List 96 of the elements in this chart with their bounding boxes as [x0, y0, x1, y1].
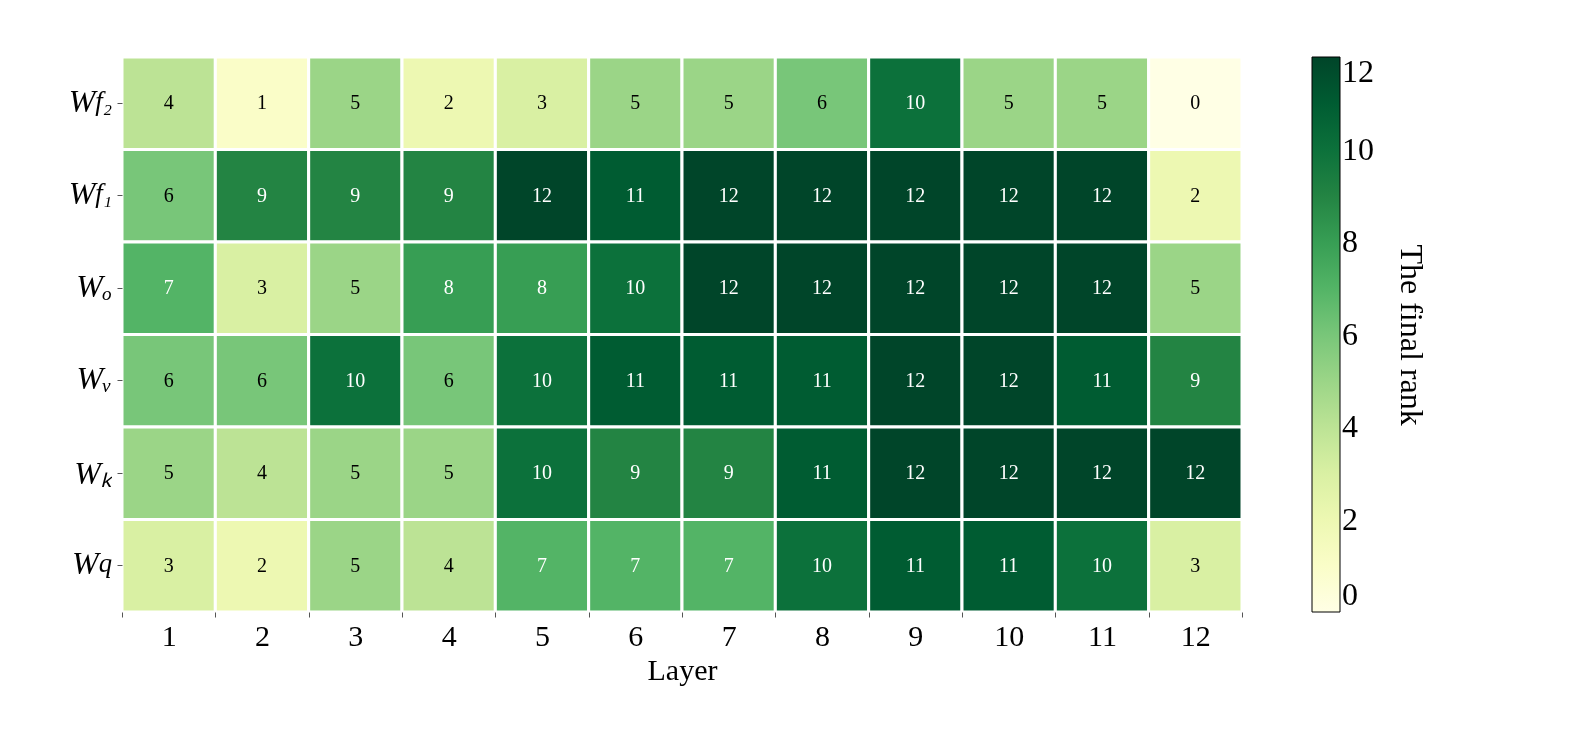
- data-label: 11: [812, 368, 832, 391]
- data-label: 6: [257, 368, 267, 391]
- x-tick-label: 12: [1180, 618, 1211, 652]
- color-bar-label: 4: [1342, 408, 1358, 444]
- data-label: 12: [998, 276, 1019, 299]
- x-tick-label: 3: [348, 618, 364, 652]
- data-label: 11: [625, 368, 645, 391]
- data-label: 10: [532, 461, 552, 484]
- data-label: 12: [998, 368, 1019, 391]
- color-bar-label: 12: [1342, 53, 1374, 89]
- data-label: 2: [443, 91, 454, 114]
- data-label: 12: [998, 461, 1019, 484]
- data-label: 5: [350, 553, 361, 576]
- data-label: 5: [350, 276, 361, 299]
- data-label: 7: [630, 553, 641, 576]
- x-tick-label: 1: [161, 618, 177, 652]
- data-label: 3: [163, 553, 174, 576]
- x-tick-label: 5: [535, 618, 550, 652]
- data-label: 10: [625, 276, 646, 299]
- data-label: 9: [443, 183, 454, 206]
- data-label: 12: [718, 276, 739, 299]
- data-label: 12: [905, 276, 926, 299]
- color-bar-label: 8: [1342, 223, 1358, 259]
- data-label: 1: [257, 91, 267, 114]
- data-label: 0: [1190, 91, 1201, 114]
- data-label: 2: [257, 553, 267, 576]
- data-label: 12: [998, 183, 1019, 206]
- data-label: 12: [905, 368, 926, 391]
- data-label: 4: [257, 461, 267, 484]
- color-bar-title: The final rank: [1394, 244, 1430, 426]
- data-label: 11: [999, 553, 1019, 576]
- data-label: 7: [537, 553, 547, 576]
- data-label: 8: [443, 276, 454, 299]
- data-label: 11: [1092, 368, 1112, 391]
- data-label: 11: [625, 183, 645, 206]
- color-bar-label: 0: [1342, 576, 1358, 612]
- data-label: 10: [532, 368, 552, 391]
- data-label: 11: [905, 553, 925, 576]
- x-tick-label: 10: [994, 618, 1025, 652]
- data-label: 5: [350, 91, 361, 114]
- data-label: 6: [163, 368, 174, 391]
- data-label: 4: [443, 553, 454, 576]
- data-label: 11: [719, 368, 739, 391]
- data-label: 5: [350, 461, 361, 484]
- y-tick-label: Wᵥ: [75, 359, 112, 399]
- data-label: 12: [905, 461, 926, 484]
- x-tick-label: 2: [255, 618, 270, 652]
- data-label: 3: [257, 276, 267, 299]
- x-tick-label: 6: [628, 618, 644, 652]
- data-label: 6: [163, 183, 174, 206]
- data-label: 5: [1190, 276, 1201, 299]
- data-label: 6: [443, 368, 454, 391]
- data-label: 5: [443, 461, 454, 484]
- color-bar-label: 10: [1342, 130, 1374, 167]
- data-label: 12: [1092, 461, 1112, 484]
- data-label: 12: [905, 183, 926, 206]
- data-label: 5: [723, 91, 734, 114]
- data-label: 10: [345, 368, 366, 391]
- data-label: 12: [532, 183, 552, 206]
- data-label: 8: [537, 276, 547, 299]
- x-tick-label: 4: [441, 618, 457, 652]
- data-label: 4: [163, 91, 174, 114]
- x-tick-label: 9: [908, 618, 924, 652]
- data-label: 12: [812, 276, 832, 299]
- data-label: 9: [630, 461, 641, 484]
- data-label: 9: [1190, 368, 1201, 391]
- data-label: 2: [1190, 183, 1201, 206]
- x-tick-label: 8: [815, 618, 830, 652]
- data-label: 11: [812, 461, 832, 484]
- data-label: 12: [1092, 183, 1112, 206]
- data-label: 9: [350, 183, 361, 206]
- x-axis-title: Layer: [647, 652, 718, 686]
- color-bar-label: 2: [1342, 500, 1358, 537]
- data-label: 7: [723, 553, 734, 576]
- data-label: 3: [1190, 553, 1201, 576]
- data-label: 12: [1092, 276, 1112, 299]
- data-label: 10: [812, 553, 832, 576]
- data-label: 12: [718, 183, 739, 206]
- data-label: 5: [1097, 91, 1107, 114]
- data-label: 12: [812, 183, 832, 206]
- x-tick-label: 11: [1088, 618, 1117, 652]
- data-label: 5: [1003, 91, 1014, 114]
- data-label: 5: [630, 91, 641, 114]
- x-tick-label: 7: [721, 618, 737, 652]
- y-tick-label: Wₖ: [73, 453, 112, 493]
- data-label: 10: [1092, 553, 1112, 576]
- color-bar-label: 6: [1342, 315, 1358, 352]
- data-label: 9: [257, 183, 267, 206]
- data-label: 12: [1185, 461, 1206, 484]
- data-label: 7: [163, 276, 174, 299]
- data-label: 6: [817, 91, 827, 114]
- data-label: 9: [723, 461, 734, 484]
- y-tick-label: Wₒ: [75, 266, 112, 306]
- data-label: 3: [537, 91, 547, 114]
- data-label: 10: [905, 91, 926, 114]
- data-label: 5: [163, 461, 174, 484]
